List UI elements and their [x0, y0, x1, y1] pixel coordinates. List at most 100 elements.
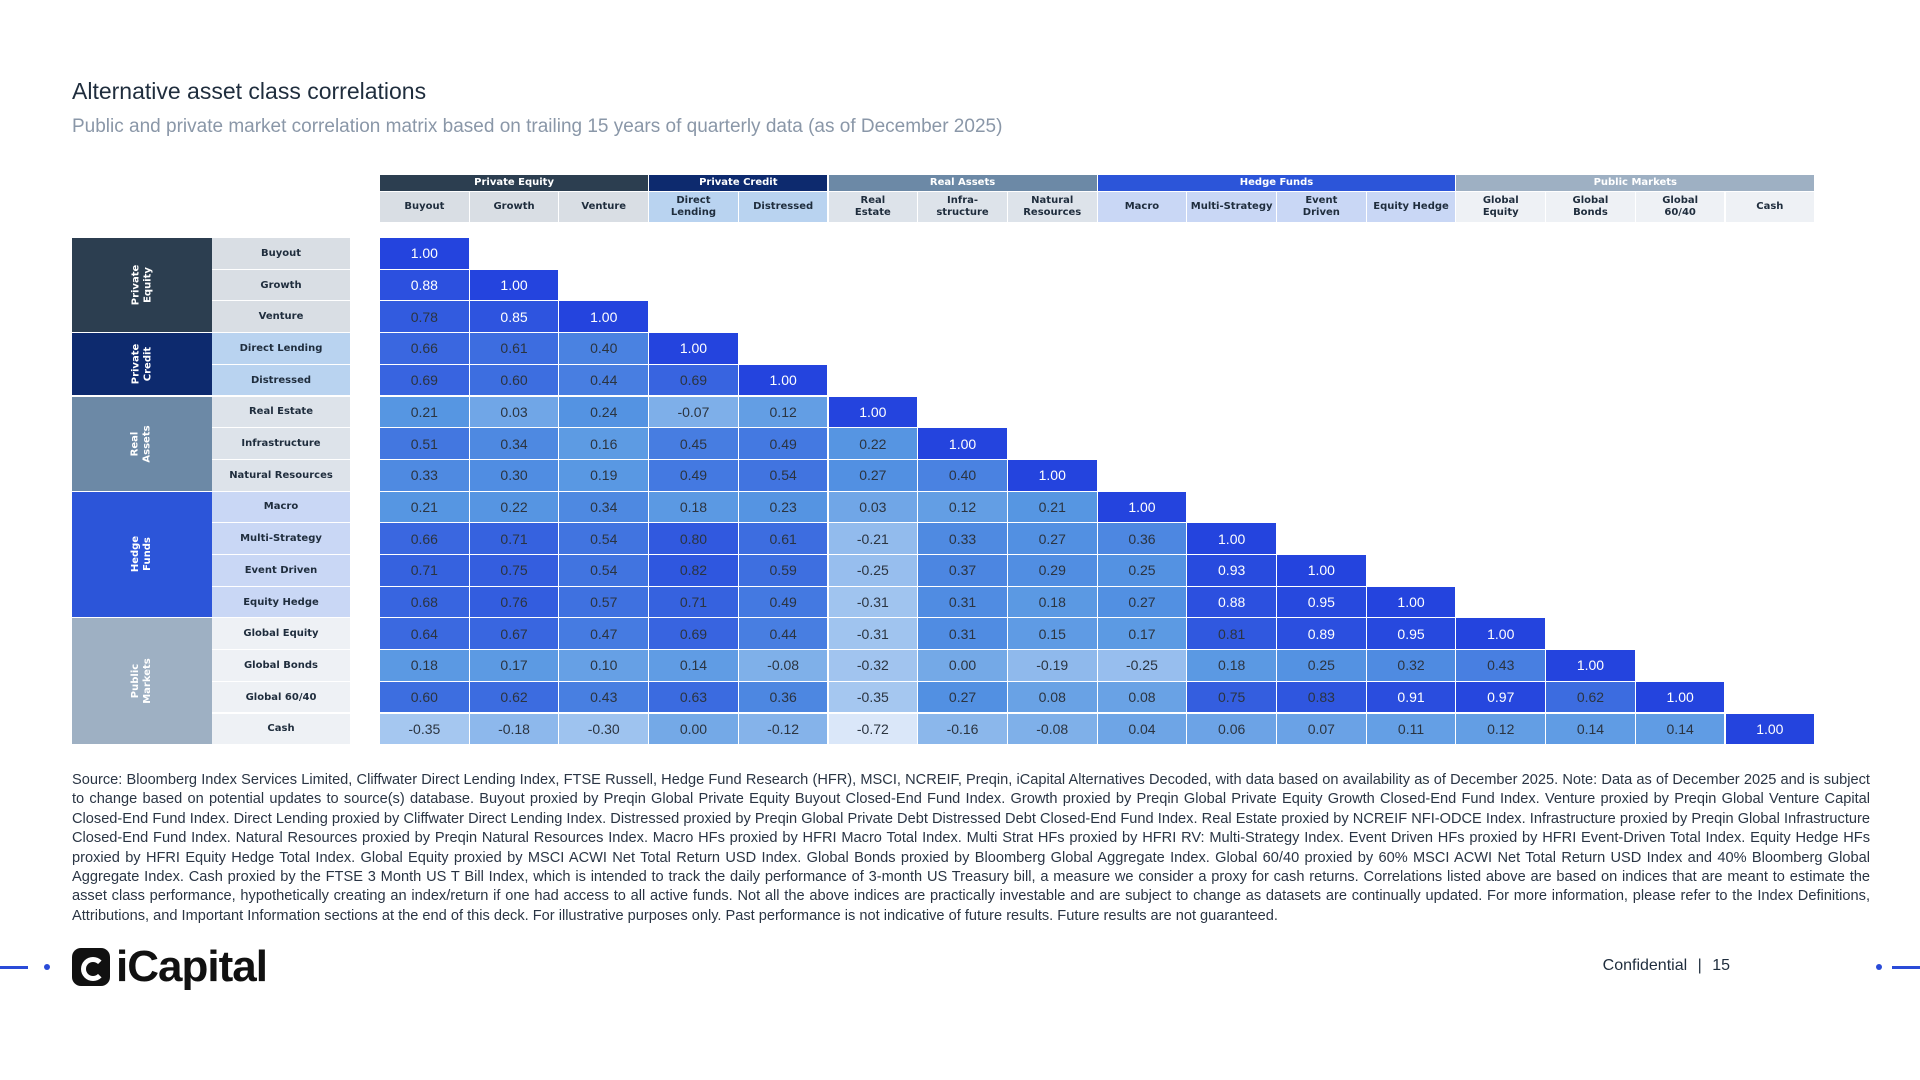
column-header: Multi-Strategy — [1187, 192, 1276, 222]
correlation-cell: 0.17 — [1097, 618, 1187, 650]
correlation-cell: 0.08 — [1007, 681, 1097, 713]
correlation-cell: 0.43 — [559, 681, 649, 713]
row-group-label-text: Real Assets — [129, 424, 153, 463]
correlation-cell: 0.47 — [559, 618, 649, 650]
correlation-cell: 0.40 — [918, 459, 1007, 491]
row-header: Global 60/40 — [212, 681, 350, 713]
correlation-cell: 0.71 — [649, 586, 738, 618]
column-header: Growth — [469, 192, 559, 222]
correlation-cell: 0.71 — [380, 555, 469, 586]
decor-dot-right — [1876, 964, 1882, 970]
correlation-cell: 0.15 — [1007, 618, 1097, 650]
correlation-cell: -0.07 — [649, 396, 738, 428]
correlation-cell: 0.54 — [738, 459, 828, 491]
correlation-cell: 0.14 — [649, 650, 738, 681]
decor-dot-left — [44, 964, 50, 970]
correlation-cell: 0.25 — [1277, 650, 1366, 681]
correlation-cell: 0.04 — [1097, 713, 1187, 745]
correlation-cell: 0.18 — [380, 650, 469, 681]
correlation-cell: 0.21 — [380, 491, 469, 523]
correlation-cell: 0.22 — [828, 428, 918, 459]
correlation-cell: 0.62 — [469, 681, 559, 713]
row-header: Equity Hedge — [212, 586, 350, 618]
correlation-cell: 0.97 — [1456, 681, 1546, 713]
column-header: Equity Hedge — [1366, 192, 1456, 222]
correlation-cell: 0.61 — [738, 523, 828, 554]
correlation-cell: 1.00 — [828, 396, 918, 428]
correlation-cell: 0.64 — [380, 618, 469, 650]
correlation-cell: 0.34 — [559, 491, 649, 523]
correlation-cell: 0.36 — [738, 681, 828, 713]
correlation-cell: 1.00 — [380, 238, 469, 269]
correlation-cell: -0.72 — [828, 713, 918, 745]
row-header: Global Bonds — [212, 650, 350, 681]
correlation-cell: 1.00 — [738, 364, 828, 396]
correlation-cell: 1.00 — [1456, 618, 1546, 650]
correlation-cell: 0.08 — [1097, 681, 1187, 713]
correlation-cell: 0.78 — [380, 301, 469, 333]
row-group-label: Real Assets — [72, 396, 212, 491]
correlation-cell: 0.40 — [559, 333, 649, 364]
icapital-logo-icon — [72, 948, 110, 986]
correlation-cell: 0.81 — [1187, 618, 1276, 650]
correlation-cell: 0.60 — [380, 681, 469, 713]
correlation-cell: 0.12 — [1456, 713, 1546, 745]
correlation-cell: 0.17 — [469, 650, 559, 681]
row-header: Venture — [212, 301, 350, 333]
correlation-cell: 0.06 — [1187, 713, 1276, 745]
correlation-cell: 0.63 — [649, 681, 738, 713]
row-header: Distressed — [212, 364, 350, 396]
correlation-cell: 0.18 — [1007, 586, 1097, 618]
correlation-cell: 0.89 — [1277, 618, 1366, 650]
correlation-cell: 0.27 — [918, 681, 1007, 713]
column-group-header: Private Credit — [649, 175, 828, 191]
row-group-label-text: Hedge Funds — [130, 536, 153, 573]
correlation-cell: 1.00 — [1277, 555, 1366, 586]
correlation-cell: 1.00 — [1097, 491, 1187, 523]
correlation-cell: 0.34 — [469, 428, 559, 459]
correlation-cell: -0.12 — [738, 713, 828, 745]
column-group-header: Private Equity — [380, 175, 649, 191]
correlation-cell: 0.95 — [1277, 586, 1366, 618]
page-title: Alternative asset class correlations — [72, 78, 427, 104]
row-header: Natural Resources — [212, 459, 350, 491]
correlation-cell: 0.33 — [918, 523, 1007, 554]
column-header: Infra- structure — [918, 192, 1007, 222]
correlation-cell: -0.35 — [380, 713, 469, 745]
correlation-cell: 0.45 — [649, 428, 738, 459]
row-header: Direct Lending — [212, 333, 350, 364]
row-group-label-text: Private Credit — [130, 344, 153, 385]
correlation-cell: 0.88 — [380, 269, 469, 301]
correlation-cell: 0.31 — [918, 618, 1007, 650]
correlation-cell: 1.00 — [1546, 650, 1635, 681]
correlation-cell: 1.00 — [918, 428, 1007, 459]
correlation-cell: 0.62 — [1546, 681, 1635, 713]
correlation-cell: 0.75 — [469, 555, 559, 586]
page-subtitle: Public and private market correlation ma… — [72, 116, 1003, 137]
correlation-cell: 0.14 — [1546, 713, 1635, 745]
row-header: Cash — [212, 713, 350, 745]
row-header: Event Driven — [212, 555, 350, 586]
correlation-cell: -0.18 — [469, 713, 559, 745]
correlation-cell: 0.37 — [918, 555, 1007, 586]
correlation-cell: 0.00 — [649, 713, 738, 745]
row-group-label: Private Credit — [72, 333, 212, 396]
decor-line-right — [1892, 966, 1920, 969]
correlation-cell: 0.69 — [649, 618, 738, 650]
correlation-cell: 0.49 — [738, 428, 828, 459]
icapital-logo: iCapital — [72, 942, 268, 992]
correlation-cell: 0.25 — [1097, 555, 1187, 586]
correlation-cell: 0.19 — [559, 459, 649, 491]
correlation-cell: 0.10 — [559, 650, 649, 681]
correlation-cell: 0.51 — [380, 428, 469, 459]
column-header: Global 60/40 — [1635, 192, 1725, 222]
column-group-header: Hedge Funds — [1097, 175, 1456, 191]
correlation-cell: 0.18 — [1187, 650, 1276, 681]
column-header: Macro — [1097, 192, 1187, 222]
correlation-cell: 1.00 — [1007, 459, 1097, 491]
correlation-cell: 0.59 — [738, 555, 828, 586]
correlation-cell: 0.60 — [469, 364, 559, 396]
column-header: Cash — [1725, 192, 1815, 222]
correlation-cell: 0.69 — [380, 364, 469, 396]
correlation-cell: -0.19 — [1007, 650, 1097, 681]
